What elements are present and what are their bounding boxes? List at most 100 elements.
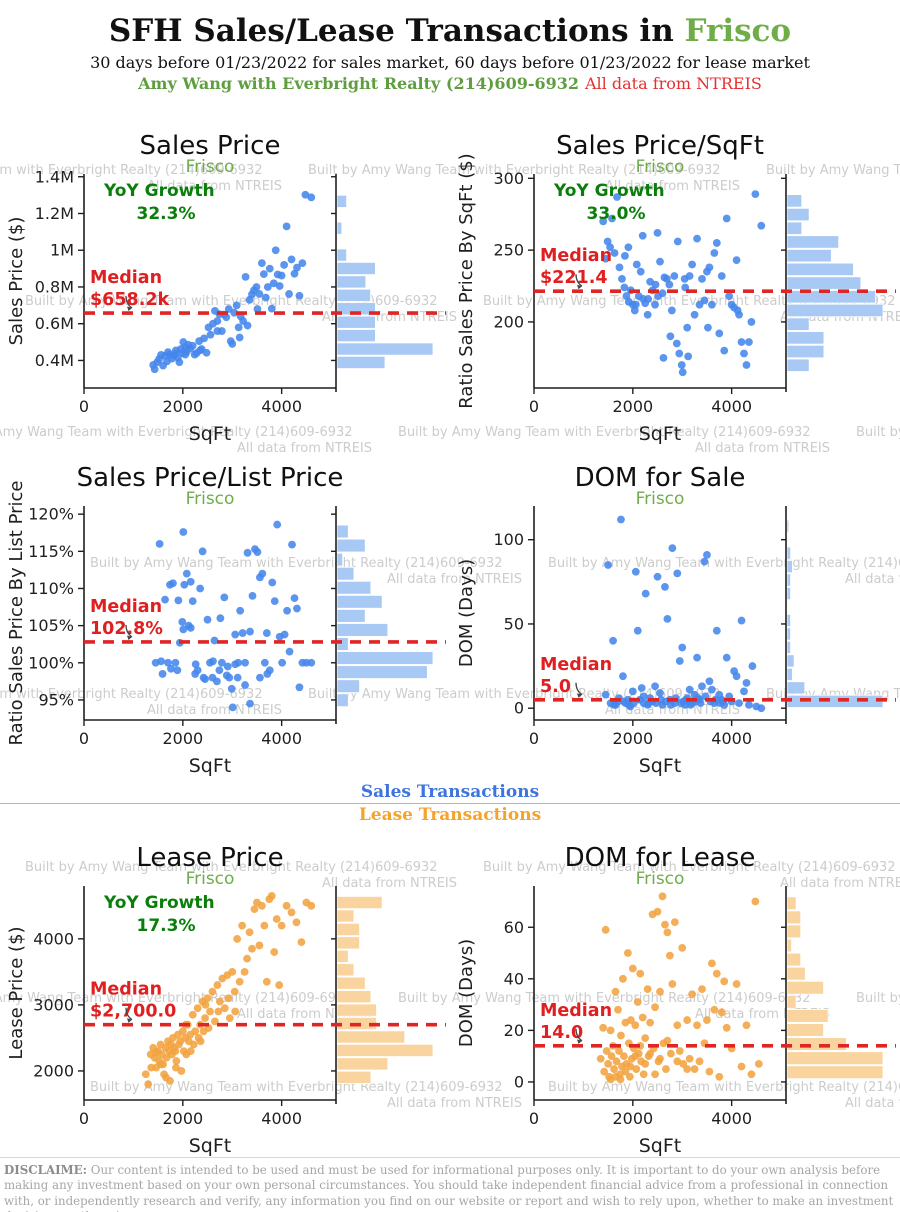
y-tick-label: 0 (514, 1072, 524, 1091)
x-tick-label: 4000 (261, 1109, 302, 1128)
y-tick-label: 100 (493, 530, 524, 549)
y-tick-label: 0.8M (35, 277, 74, 296)
yoy-label-text: YoY Growth (103, 893, 215, 913)
yoy-value-text: 32.3% (137, 204, 196, 224)
chart-sales-price-sqft-cell: 0 2000 4000 200 250 300 Median $221.4 YoY Growth… (450, 118, 900, 450)
median-label: Median$2,700.0 (90, 980, 176, 1023)
y-tick-label: 300 (493, 169, 524, 188)
chart-title: Sales Price (140, 131, 281, 161)
median-arrowhead-icon (127, 306, 132, 312)
chart-title: Lease Price (136, 843, 283, 873)
y-tick-label: 0 (514, 699, 524, 718)
histogram (336, 194, 434, 369)
legend-sales-transactions: Sales Transactions (360, 782, 540, 802)
chart-city-subtitle: Frisco (636, 869, 685, 889)
histogram (336, 896, 434, 1084)
chart-title: Sales Price/List Price (77, 463, 344, 493)
y-axis-label: Sales Price ($) (6, 217, 27, 346)
disclaimer: DISCLAIME: Our content is intended to be… (0, 1157, 900, 1212)
x-tick-label: 4000 (711, 729, 752, 748)
y-axis-label: Ratio Sales Price By SqFt ($) (456, 153, 477, 408)
median-arrow-icon (575, 1028, 583, 1042)
x-axis-label: SqFt (189, 1135, 232, 1157)
median-value-text: 14.0 (540, 1023, 583, 1043)
x-axis-label: SqFt (639, 1135, 682, 1157)
median-value-text: 5.0 (540, 677, 571, 697)
y-tick-label: 110% (28, 579, 74, 598)
lease-price-plot: 0 2000 4000 2000 3000 4000 Median$2,700.0 YoY G… (6, 843, 446, 1157)
y-tick-label: 250 (493, 241, 524, 260)
median-value-text: $658.2k (90, 290, 170, 310)
legend-lease-transactions: Lease Transactions (358, 805, 542, 825)
axes: 0 2000 4000 95% 100% 105% 110% 115% 120% (28, 505, 337, 748)
y-tick-label: 0.4M (35, 351, 74, 370)
yoy-value-text: 33.0% (587, 204, 646, 224)
histogram (786, 519, 884, 708)
sales-price-plot: 0 2000 4000 0.4M 0.6M 0.8M 1M 1.2M 1.4M Median$65… (6, 131, 446, 445)
median-label: Median$221.4 (540, 246, 612, 290)
data-source-note: All data from NTREIS (585, 73, 762, 93)
scatter-points (149, 190, 316, 374)
x-tick-label: 0 (529, 1109, 539, 1128)
sales-list-ratio-plot: 0 2000 4000 95% 100% 105% 110% 115% 120% Median10… (6, 463, 446, 777)
median-arrowhead-icon (127, 635, 132, 640)
scatter-points (141, 892, 316, 1089)
y-tick-label: 0.6M (35, 314, 74, 333)
axes: 0 2000 4000 200 250 300 (493, 169, 787, 416)
legend-divider-line (0, 803, 900, 804)
chart-city-subtitle: Frisco (186, 869, 235, 889)
median-label-text: Median (90, 980, 162, 1000)
histogram (786, 896, 884, 1080)
chart-title: DOM for Sale (575, 463, 746, 493)
report-subtitle: 30 days before 01/23/2022 for sales mark… (90, 52, 810, 72)
chart-title: Sales Price/SqFt (556, 131, 764, 161)
x-axis-label: SqFt (639, 755, 682, 777)
sales-price-sqft-plot: 0 2000 4000 200 250 300 Median$221.4 YoY Growth… (456, 131, 896, 445)
y-tick-label: 115% (28, 542, 74, 561)
chart-lease-price-cell: 0 2000 4000 2000 3000 4000 Median $2,700.0 YoY G… (0, 830, 450, 1162)
histogram (336, 524, 434, 708)
x-tick-label: 0 (529, 397, 539, 416)
y-tick-label: 4000 (33, 929, 74, 948)
histogram (786, 194, 884, 372)
y-tick-label: 60 (504, 918, 524, 937)
y-tick-label: 100% (28, 653, 74, 672)
y-tick-label: 120% (28, 505, 74, 524)
chart-city-subtitle: Frisco (186, 489, 235, 509)
median-label-text: Median (540, 655, 612, 675)
axes: 0 2000 4000 0 50 100 (493, 506, 787, 748)
agent-credit: Amy Wang with Everbright Realty (214)609… (138, 73, 579, 93)
x-tick-label: 0 (79, 1109, 89, 1128)
scatter-points (151, 520, 316, 712)
median-arrowhead-icon (577, 693, 582, 698)
chart-title: DOM for Lease (565, 843, 756, 873)
median-label: Median$658.2k (90, 268, 170, 312)
median-label-text: Median (540, 246, 612, 266)
x-tick-label: 2000 (612, 397, 653, 416)
median-arrowhead-icon (577, 1039, 582, 1044)
median-arrowhead-icon (577, 284, 582, 290)
x-tick-label: 2000 (162, 729, 203, 748)
axes: 0 2000 4000 0 20 40 60 (504, 886, 787, 1128)
yoy-value-text: 17.3% (137, 916, 196, 936)
scatter-points (601, 515, 766, 713)
median-arrow-icon (125, 624, 133, 638)
chart-city-subtitle: Frisco (186, 157, 235, 177)
yoy-label-text: YoY Growth (103, 181, 215, 201)
x-tick-label: 0 (529, 729, 539, 748)
y-axis-label: DOM (Days) (456, 559, 477, 667)
median-arrowhead-icon (127, 1018, 132, 1023)
chart-sales-list-ratio-cell: 0 2000 4000 95% 100% 105% 110% 115% 120% Median 10… (0, 450, 450, 782)
y-tick-label: 50 (504, 614, 524, 633)
y-tick-label: 40 (504, 969, 524, 988)
y-tick-label: 1.2M (35, 204, 74, 223)
y-tick-label: 1.4M (35, 167, 74, 186)
y-tick-label: 1M (50, 241, 74, 260)
chart-dom-lease-cell: 0 2000 4000 0 20 40 60 Median 14.0 DOM for Lease F… (450, 830, 900, 1162)
x-tick-label: 4000 (711, 1109, 752, 1128)
